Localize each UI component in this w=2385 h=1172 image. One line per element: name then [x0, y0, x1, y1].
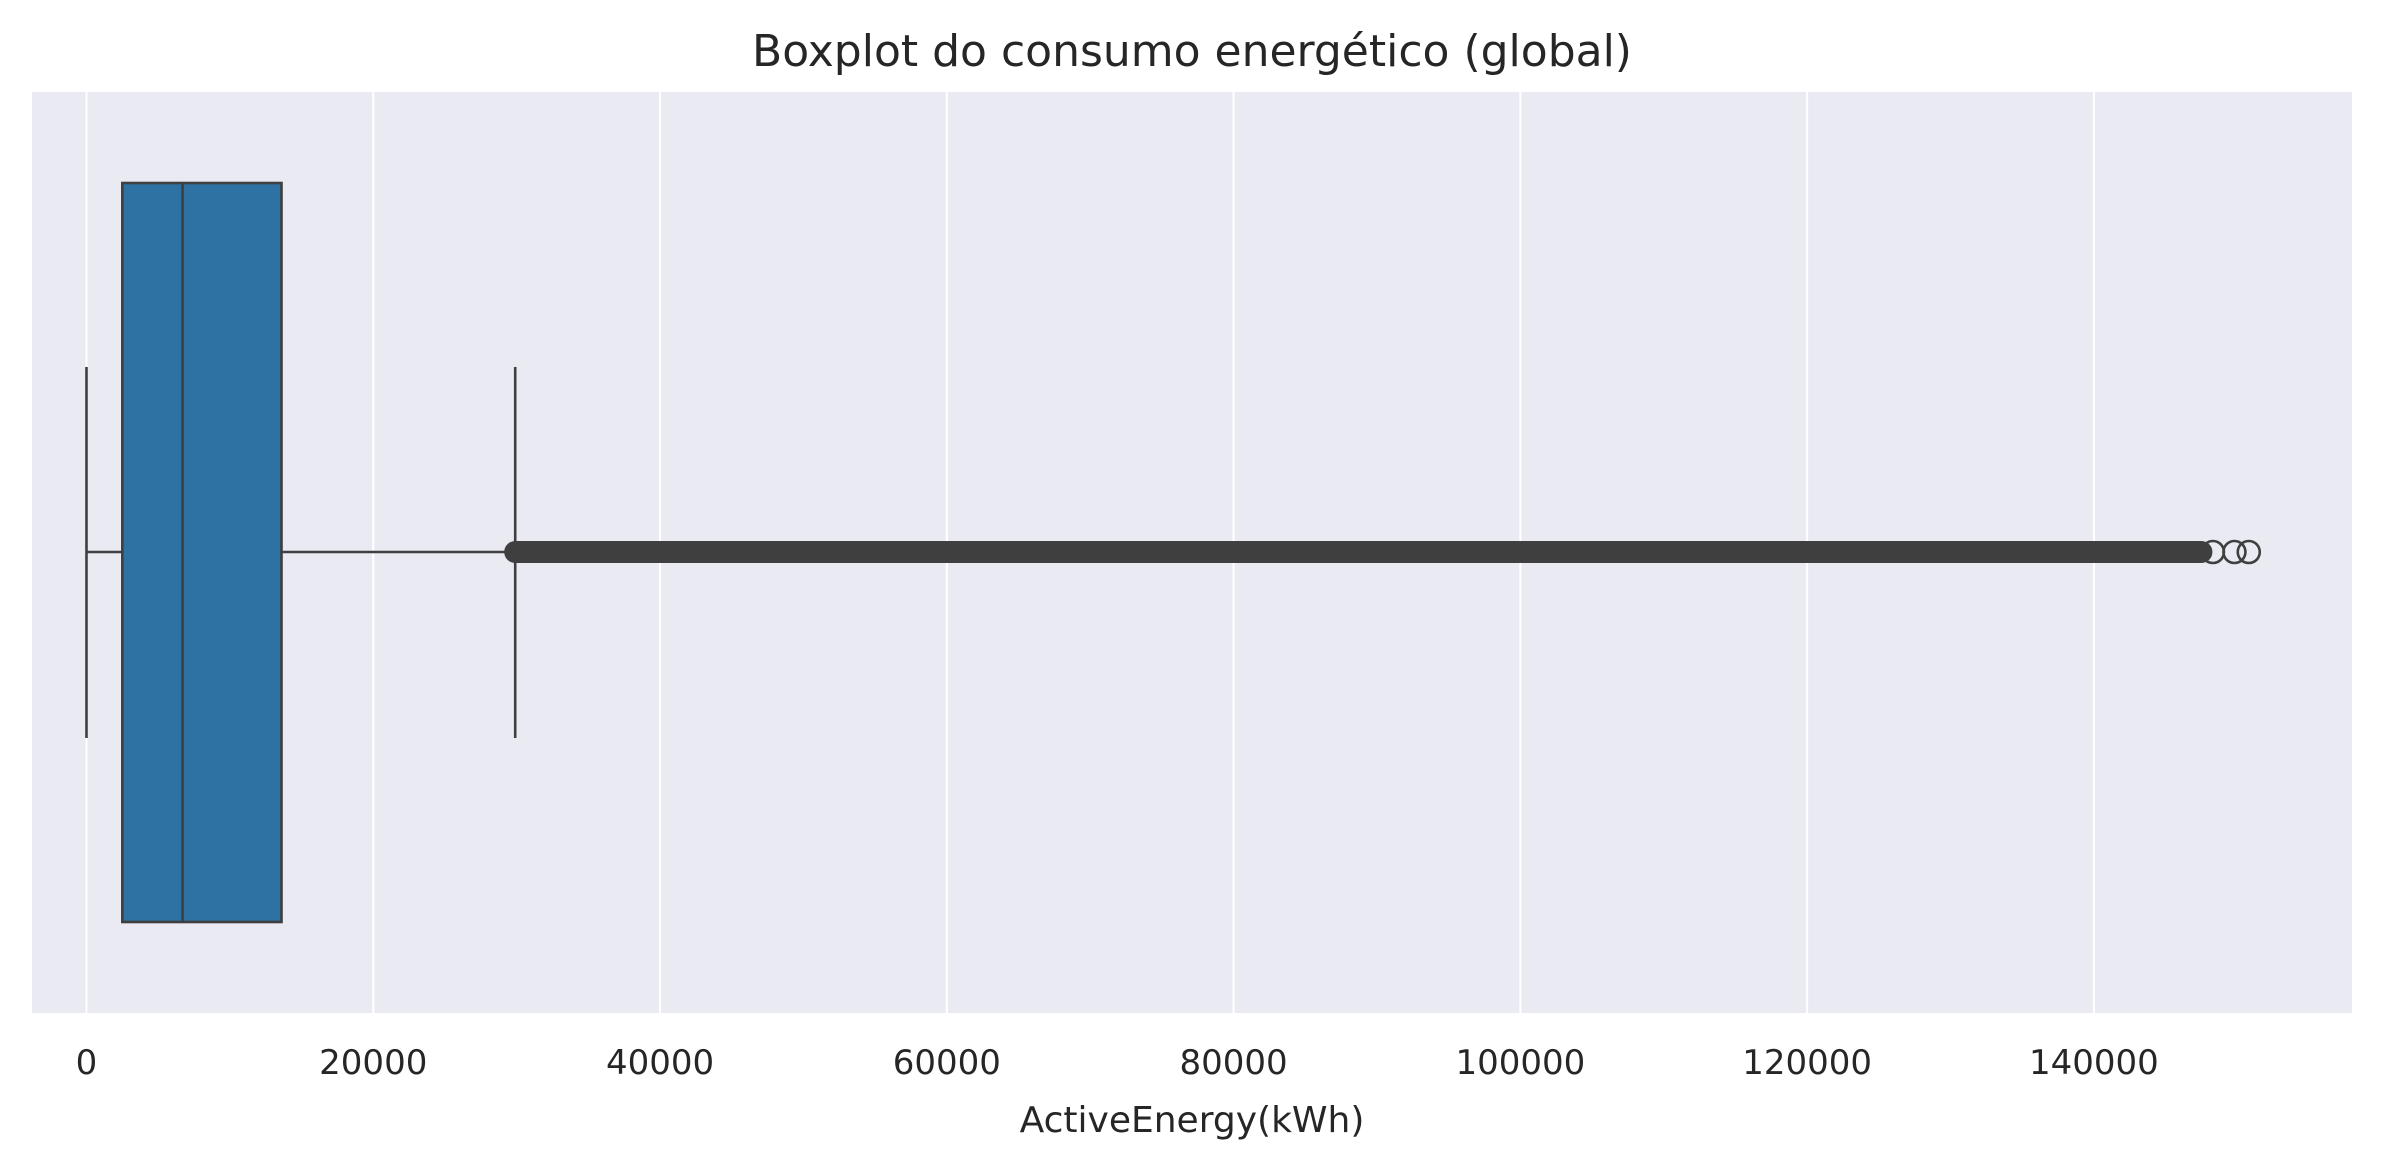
x-tick-label: 120000 [1742, 1043, 1872, 1083]
x-tick-label: 140000 [2029, 1043, 2159, 1083]
x-axis-ticks: 0 20000 40000 60000 80000 100000 120000 140000 [76, 1043, 2159, 1083]
x-axis-title: ActiveEnergy(kWh) [1020, 1100, 1365, 1141]
x-tick-label: 80000 [1179, 1043, 1287, 1083]
x-tick-label: 40000 [606, 1043, 714, 1083]
box-plot-group [85, 181, 2262, 924]
interquartile-box [121, 181, 283, 924]
outlier-point [2236, 539, 2262, 565]
chart-title: Boxplot do consumo energético (global) [752, 26, 1632, 77]
x-tick-label: 100000 [1455, 1043, 1585, 1083]
outlier-points-dense [504, 541, 2213, 563]
outlier-point [2222, 539, 2247, 565]
x-tick-label: 60000 [893, 1043, 1001, 1083]
x-tick-label: 20000 [319, 1043, 427, 1083]
x-tick-label: 0 [76, 1043, 98, 1083]
